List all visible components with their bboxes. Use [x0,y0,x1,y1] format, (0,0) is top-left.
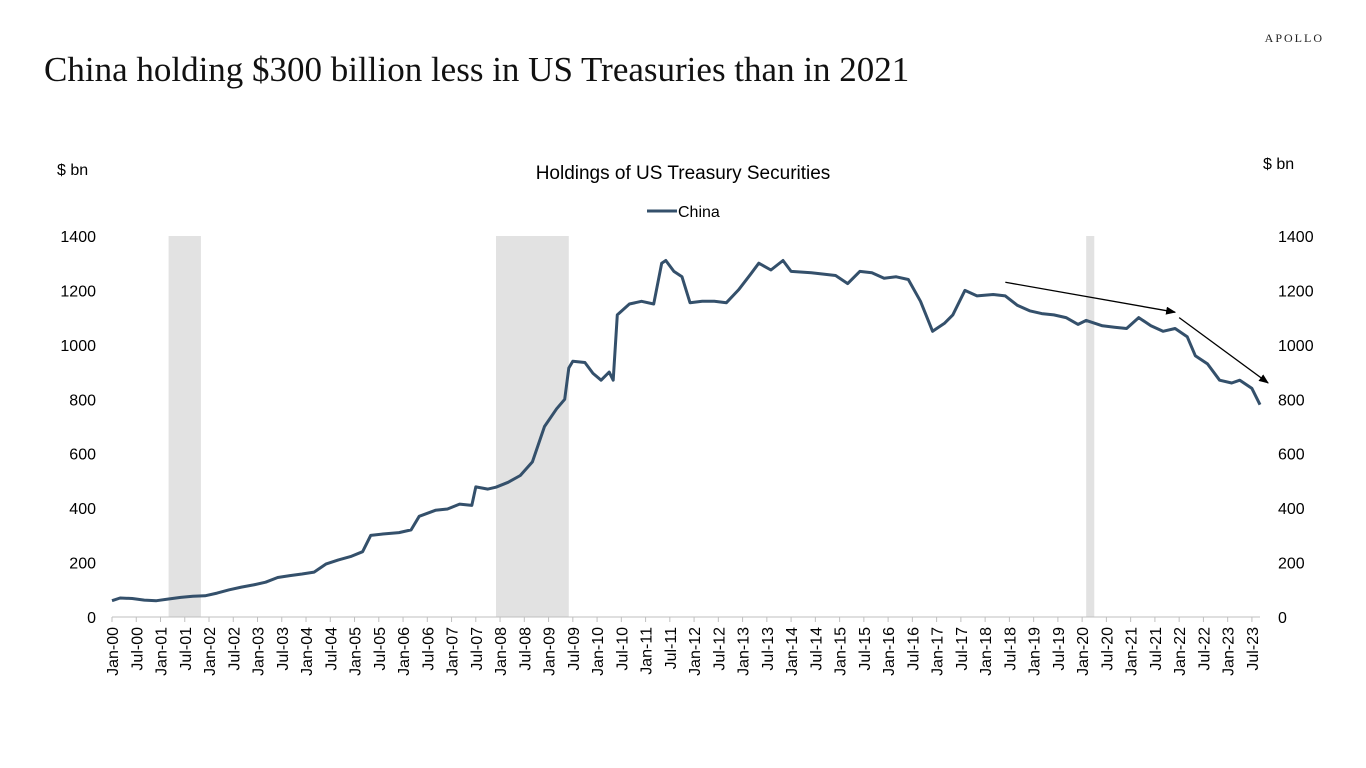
y-tick-right-1200: 1200 [1278,283,1314,300]
trend-arrows [1005,281,1269,384]
x-tick-label: Jan-17 [930,627,947,676]
x-tick-label: Jan-00 [105,627,122,676]
x-tick-label: Jan-22 [1172,627,1189,676]
x-tick-label: Jan-04 [299,627,316,676]
x-tick-label: Jul-14 [808,627,825,671]
y-tick-left-1200: 1200 [60,283,96,300]
x-tick-label: Jul-10 [614,627,631,671]
legend: China [647,204,720,221]
x-tick-label: Jul-21 [1148,627,1165,671]
x-tick-label: Jan-01 [154,627,171,676]
brand-logo: APOLLO [1264,31,1324,45]
x-tick-label: Jul-06 [420,627,437,671]
x-tick-label: Jul-20 [1099,627,1116,671]
x-tick-label: Jan-15 [833,627,850,676]
y-tick-right-600: 600 [1278,447,1305,464]
trend-arrow-1 [1178,317,1269,384]
y-tick-right-1400: 1400 [1278,229,1314,246]
x-tick-label: Jan-05 [348,627,365,676]
y-tick-right-0: 0 [1278,610,1287,627]
x-tick-label: Jul-17 [954,627,971,671]
x-tick-label: Jul-08 [517,627,534,671]
x-tick-label: Jan-16 [881,627,898,676]
y-tick-right-400: 400 [1278,501,1305,518]
x-tick-label: Jan-18 [978,627,995,676]
x-tick-label: Jul-00 [129,627,146,671]
x-tick-label: Jan-08 [493,627,510,676]
trend-arrow-0 [1005,281,1177,315]
x-tick-label: Jan-19 [1027,627,1044,676]
y-tick-left-600: 600 [69,447,96,464]
x-tick-label: Jul-09 [566,627,583,671]
x-tick-label: Jul-19 [1051,627,1068,671]
legend-label-china: China [678,204,720,221]
x-tick-label: Jan-03 [251,627,268,676]
x-tick-label: Jan-07 [445,627,462,676]
x-tick-label: Jul-07 [469,627,486,671]
x-tick-label: Jul-04 [323,627,340,671]
x-tick-label: Jul-02 [226,627,243,671]
recession-bands [168,236,1095,617]
chart-axes: 0 0 200 200 400 400 600 600 800 800 1000 1000 1200 12… [60,229,1313,676]
x-tick-label: Jul-03 [275,627,292,671]
y-tick-right-200: 200 [1278,556,1305,573]
x-tick-label: Jan-14 [784,627,801,676]
y-tick-left-1400: 1400 [60,229,96,246]
x-tick-label: Jan-20 [1075,627,1092,676]
x-tick-label: Jul-01 [178,627,195,671]
x-tick-label: Jul-16 [905,627,922,671]
x-tick-label: Jul-22 [1196,627,1213,671]
x-tick-label: Jul-13 [760,627,777,671]
x-tick-label: Jan-12 [687,627,704,676]
y-tick-right-1000: 1000 [1278,338,1314,355]
y-tick-left-0: 0 [87,610,96,627]
x-tick-label: Jan-11 [639,627,656,675]
x-tick-label: Jul-18 [1002,627,1019,671]
x-tick-label: Jan-13 [736,627,753,676]
recession-band-0 [168,236,201,617]
x-tick-label: Jan-21 [1124,627,1141,676]
right-axis-unit: $ bn [1263,156,1294,173]
y-tick-right-800: 800 [1278,392,1305,409]
x-tick-label: Jan-06 [396,627,413,676]
x-tick-label: Jan-09 [542,627,559,676]
series-line-china [111,259,1262,603]
x-tick-label: Jul-12 [711,627,728,671]
chart-title: Holdings of US Treasury Securities [536,163,831,184]
left-axis-unit: $ bn [57,162,88,179]
recession-band-2 [1086,236,1095,617]
series-layer [111,259,1262,603]
x-tick-label: Jan-23 [1221,627,1238,676]
x-tick-label: Jul-23 [1245,627,1262,671]
x-tick-label: Jul-05 [372,627,389,671]
y-tick-left-1000: 1000 [60,338,96,355]
x-tick-label: Jul-11 [663,627,680,669]
x-tick-label: Jan-02 [202,627,219,676]
x-tick-label: Jan-10 [590,627,607,676]
recession-band-1 [496,236,569,617]
y-tick-left-200: 200 [69,556,96,573]
page-headline: China holding $300 billion less in US Tr… [44,50,910,89]
y-tick-left-800: 800 [69,392,96,409]
x-tick-label: Jul-15 [857,627,874,671]
y-tick-left-400: 400 [69,501,96,518]
